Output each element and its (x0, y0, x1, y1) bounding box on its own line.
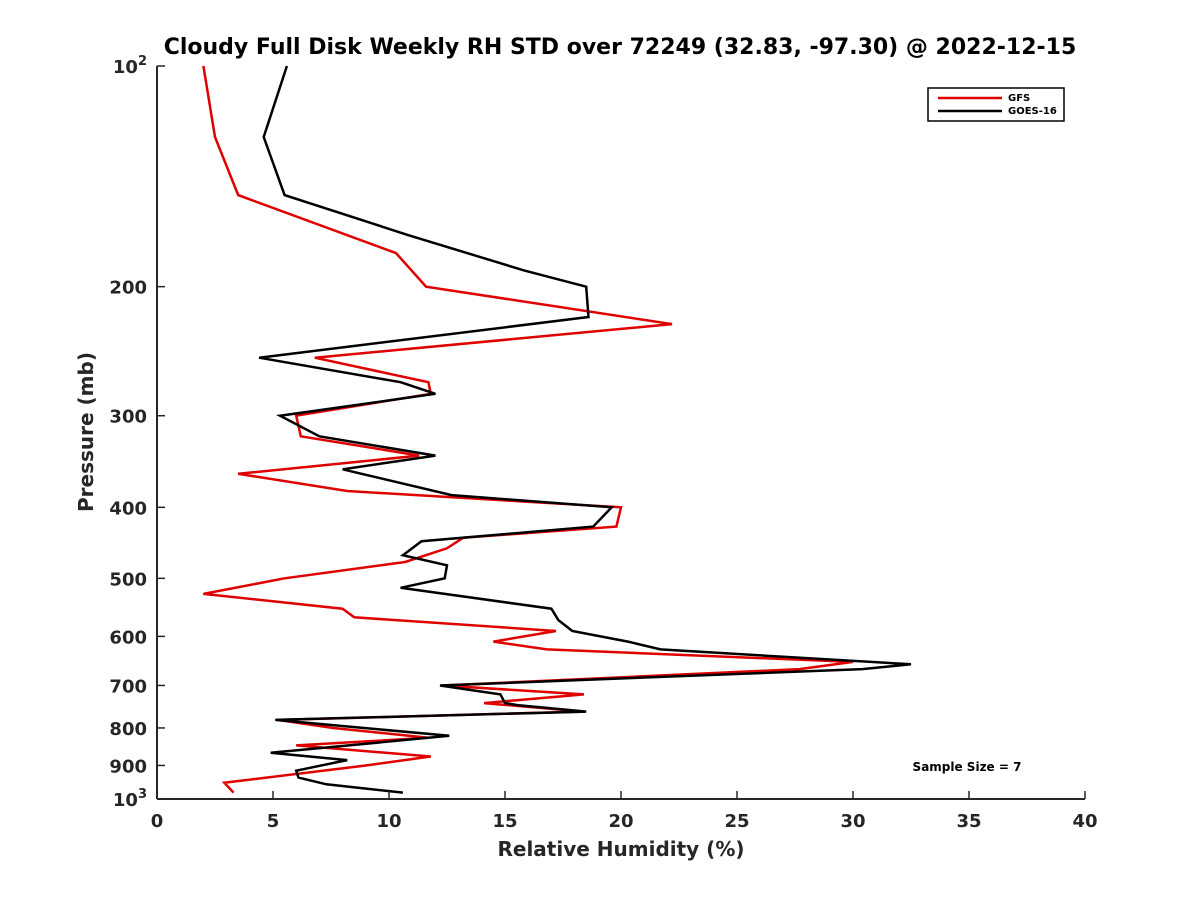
x-tick-label: 5 (267, 811, 280, 832)
legend-label-gfs: GFS (1008, 93, 1030, 104)
y-tick-label: 600 (109, 627, 147, 648)
sample-size-annotation: Sample Size = 7 (913, 760, 1022, 774)
x-tick-label: 40 (1072, 811, 1097, 832)
y-tick-exponent: 2 (138, 54, 147, 69)
plot-area (202, 65, 912, 794)
x-tick-label: 0 (151, 811, 164, 832)
series-line-gfs (202, 65, 854, 794)
y-tick-label: 300 (109, 407, 147, 428)
y-tick-exponent: 3 (138, 787, 147, 802)
y-tick-label: 700 (109, 676, 147, 697)
legend-box (927, 87, 1065, 122)
x-tick-label: 20 (608, 811, 633, 832)
x-axis-ticks: 0 5 10 15 20 25 30 35 40 (151, 791, 1098, 832)
x-tick-label: 15 (492, 811, 517, 832)
y-tick-label: 400 (109, 498, 147, 519)
x-tick-label: 35 (956, 811, 981, 832)
series-line-goes16 (258, 65, 912, 794)
x-tick-label: 25 (724, 811, 749, 832)
legend: GFS GOES-16 (927, 87, 1065, 122)
legend-label-goes16: GOES-16 (1008, 106, 1057, 117)
y-tick-label: 900 (109, 756, 147, 777)
x-tick-label: 30 (840, 811, 865, 832)
x-axis-label: Relative Humidity (%) (497, 837, 744, 861)
chart-title: Cloudy Full Disk Weekly RH STD over 7224… (164, 35, 1077, 60)
x-tick-label: 10 (376, 811, 401, 832)
y-tick-label: 200 (109, 278, 147, 299)
y-tick-label: 800 (109, 719, 147, 740)
y-axis-label: Pressure (mb) (74, 352, 98, 512)
y-tick-label: 500 (109, 569, 147, 590)
